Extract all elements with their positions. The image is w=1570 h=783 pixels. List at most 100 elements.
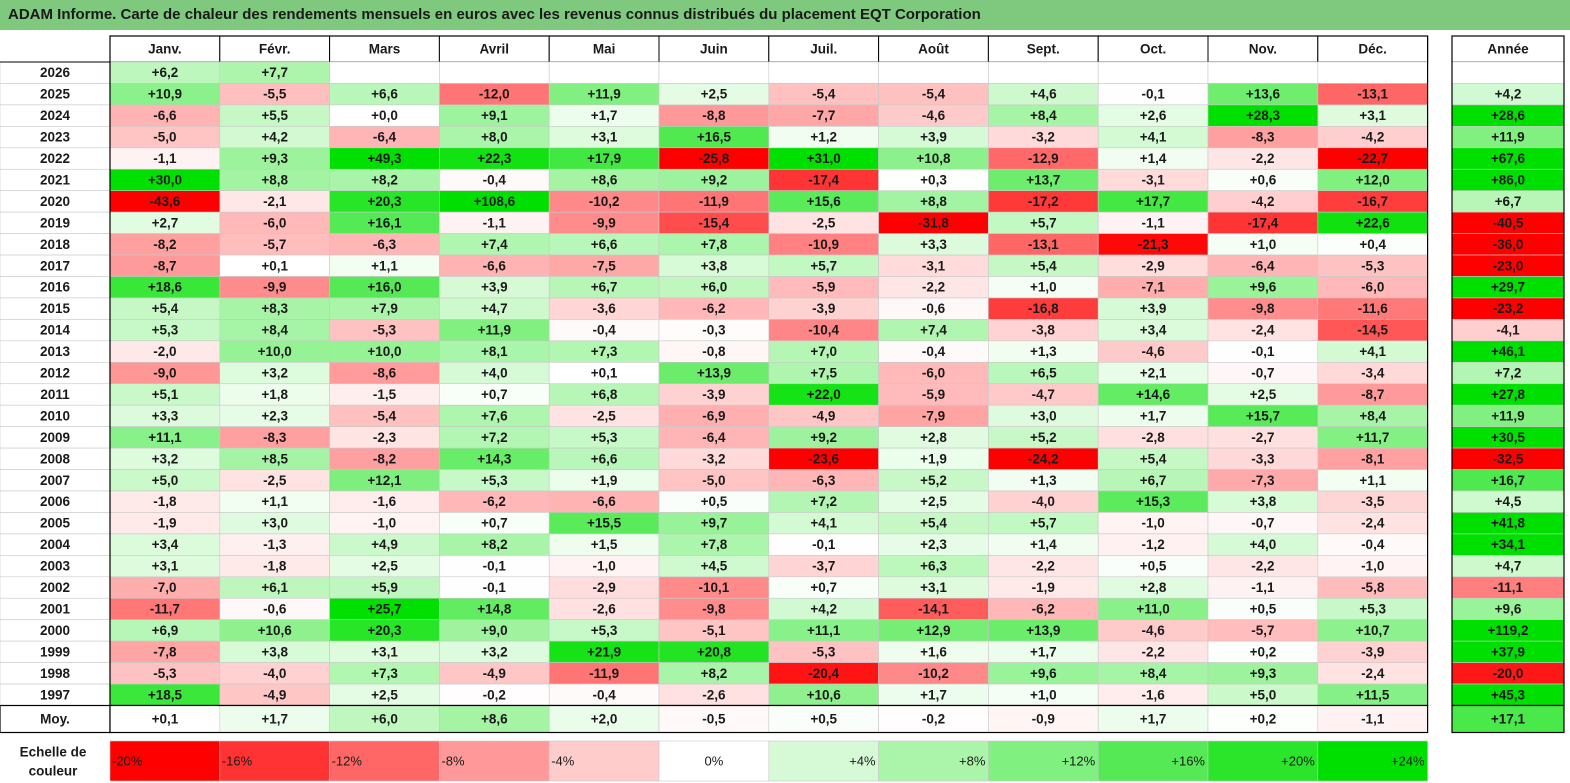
annual-value: +9,6 <box>1495 601 1522 616</box>
cell-value: -3,8 <box>1032 323 1056 338</box>
cell-value: -2,0 <box>153 344 176 359</box>
cell-value: +5,7 <box>810 258 837 273</box>
cell-value: +8,6 <box>591 172 618 187</box>
annual-value: +4,2 <box>1495 87 1522 102</box>
cell-value: -5,0 <box>702 473 725 488</box>
cell-value: +6,2 <box>152 65 179 80</box>
cell-value: +20,8 <box>697 644 732 659</box>
heatmap-cell <box>988 61 1099 84</box>
cell-value: -0,6 <box>922 301 946 316</box>
cell-value: +9,2 <box>701 172 728 187</box>
average-value: -0,9 <box>1032 712 1055 727</box>
cell-value: +12,1 <box>367 473 402 488</box>
annual-value: -36,0 <box>1493 237 1524 252</box>
average-value: +0,1 <box>152 712 179 727</box>
cell-value: -24,2 <box>1028 451 1059 466</box>
color-scale-swatch <box>1317 740 1428 782</box>
cell-value: -13,1 <box>1357 87 1388 102</box>
cell-value: -7,3 <box>1251 473 1275 488</box>
average-cell <box>988 705 1099 733</box>
cell-value: -4,0 <box>1032 494 1055 509</box>
cell-value: +1,7 <box>591 108 618 123</box>
average-cell <box>1097 705 1209 733</box>
year-label: 2016 <box>40 280 71 295</box>
cell-value: -1,0 <box>1141 516 1164 531</box>
cell-value: +15,3 <box>1136 494 1171 509</box>
year-label: 1999 <box>40 644 70 659</box>
cell-value: +6,3 <box>920 559 947 574</box>
cell-value: +8,5 <box>261 451 288 466</box>
cell-value: +8,3 <box>261 301 288 316</box>
cell-value: +3,0 <box>1030 408 1057 423</box>
year-label: 2004 <box>40 537 71 552</box>
average-value: -1,1 <box>1361 712 1385 727</box>
cell-value: -0,6 <box>263 601 287 616</box>
color-scale-swatch <box>658 740 770 782</box>
heatmap-cell <box>548 61 660 84</box>
heatmap-body: 2026 +6,2 +7,7 2025 +10,9 -5,5 +6,6 -12,0 +11,9 +… <box>0 61 1565 706</box>
average-value: +8,6 <box>481 712 508 727</box>
year-label: 2026 <box>40 65 71 80</box>
cell-value: -4,6 <box>1141 623 1165 638</box>
heatmap-row: 2015 +5,4 +8,3 +7,9 +4,7 -3,6 -6,2 -3,9 -0,6 -16,… <box>0 297 1565 320</box>
year-label: 1997 <box>40 687 70 702</box>
cell-value: +12,0 <box>1356 172 1390 187</box>
month-header-cell <box>1097 35 1209 63</box>
cell-value: -1,6 <box>373 494 397 509</box>
cell-value: +8,4 <box>1359 408 1386 423</box>
cell-value: +9,1 <box>481 108 508 123</box>
annual-value: +45,3 <box>1491 687 1526 702</box>
average-value: +2,0 <box>591 712 618 727</box>
cell-value: +1,1 <box>261 494 288 509</box>
cell-value: +1,6 <box>920 644 947 659</box>
month-header-label: Nov. <box>1249 42 1277 57</box>
cell-value: -12,9 <box>1028 151 1059 166</box>
cell-value: +1,9 <box>920 451 947 466</box>
cell-value: +1,5 <box>591 537 618 552</box>
average-value: +1,7 <box>1140 712 1167 727</box>
cell-value: -4,2 <box>1251 194 1274 209</box>
heatmap-cell <box>658 61 770 84</box>
cell-value: -0,4 <box>592 323 616 338</box>
cell-value: -8,6 <box>373 366 397 381</box>
year-label: 2006 <box>40 494 71 509</box>
cell-value: -8,7 <box>153 258 176 273</box>
cell-value: +1,0 <box>1030 687 1057 702</box>
cell-value: -23,6 <box>808 451 839 466</box>
month-header-cell <box>987 35 1099 63</box>
average-value: +0,5 <box>810 712 837 727</box>
cell-value: -25,8 <box>699 151 730 166</box>
cell-value: +2,5 <box>371 559 398 574</box>
cell-value: -15,4 <box>699 215 730 230</box>
cell-value: +5,3 <box>591 623 618 638</box>
cell-value: +5,9 <box>371 580 398 595</box>
cell-value: +2,5 <box>371 687 398 702</box>
cell-value: -4,9 <box>483 666 506 681</box>
cell-value: +3,2 <box>152 451 179 466</box>
cell-value: +5,2 <box>1030 430 1057 445</box>
heatmap-row: 2013 -2,0 +10,0 +10,0 +8,1 +7,3 -0,8 +7,0 -0,4 +1… <box>0 340 1565 363</box>
cell-value: -5,3 <box>153 666 177 681</box>
cell-value: -2,6 <box>702 687 726 702</box>
cell-value: -11,9 <box>699 194 729 209</box>
cell-value: -2,2 <box>1141 644 1164 659</box>
cell-value: +7,2 <box>481 430 508 445</box>
cell-value: -6,2 <box>483 494 506 509</box>
cell-value: -1,1 <box>483 215 507 230</box>
cell-value: -4,9 <box>263 687 286 702</box>
heatmap-row: 2016 +18,6 -9,9 +16,0 +3,9 +6,7 +6,0 -5,9 -2,2 +1… <box>0 276 1565 299</box>
year-label: 2000 <box>40 623 70 638</box>
cell-value: +1,3 <box>1030 344 1057 359</box>
cell-value: +8,4 <box>1140 666 1167 681</box>
cell-value: +4,2 <box>810 601 837 616</box>
cell-value: +3,3 <box>152 408 179 423</box>
cell-value: +1,8 <box>261 387 288 402</box>
cell-value: -0,1 <box>1141 87 1165 102</box>
color-scale-swatch <box>1097 740 1209 782</box>
year-label: 2009 <box>40 430 70 445</box>
average-cell <box>658 705 770 733</box>
cell-value: +11,7 <box>1356 430 1389 445</box>
cell-value: -4,7 <box>1032 387 1055 402</box>
cell-value: -2,5 <box>592 408 616 423</box>
color-scale-stop-label: +16% <box>1171 754 1205 769</box>
